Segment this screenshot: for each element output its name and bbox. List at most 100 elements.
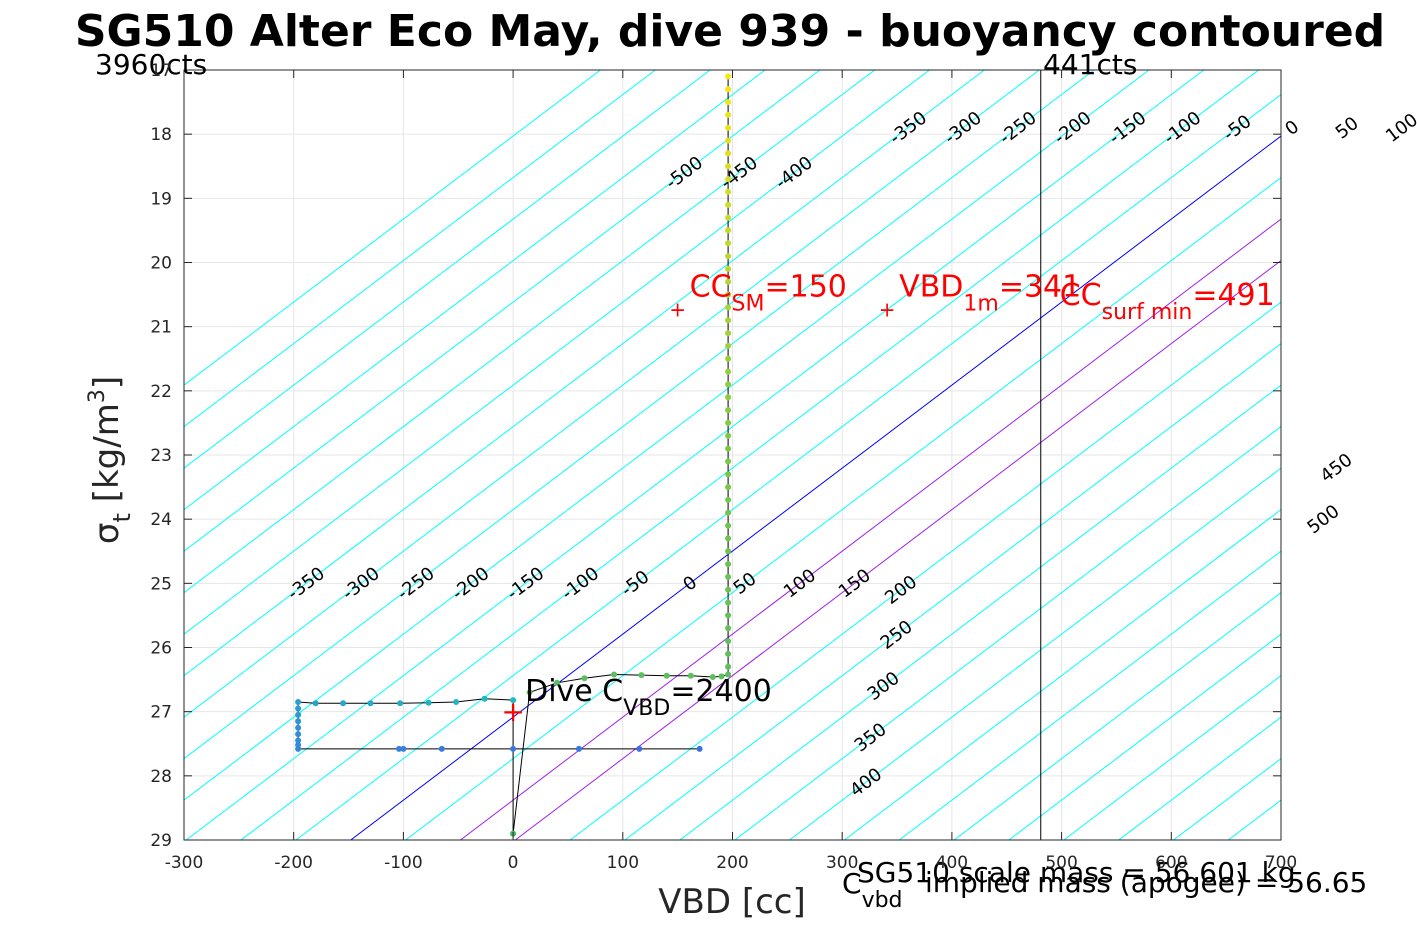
x-tick-label: -100 [384,853,423,873]
dive-point [295,724,302,731]
y-tick-label: 20 [150,254,172,274]
dive-point [696,745,703,752]
buoyancy-contours [184,70,1281,840]
climb-point [725,368,732,375]
dive-point [340,700,347,707]
climb-point [725,278,732,285]
contour-line [679,384,1281,840]
climb-point [725,214,732,221]
contour-line [184,70,711,469]
climb-point [725,342,732,349]
dive-point [295,711,302,718]
footer-cvbd: Cvbd [842,867,903,913]
contour-line [295,93,1281,840]
contour-line [350,135,1281,840]
annotation-label: Dive CVBD=2400 [525,674,772,721]
x-axis-label: VBD [cc] [658,882,806,922]
climb-point [725,663,732,670]
contour-line [184,70,821,552]
dive-point [295,737,302,744]
climb-track [512,76,729,834]
climb-point [725,484,732,491]
annotation-text: CC [1060,278,1102,313]
contour-label: 450 [1316,449,1356,486]
annotation-label: CCSM=150 [690,270,847,317]
climb-point [725,201,732,208]
y-tick-label: 25 [150,574,172,594]
annotation-text: Dive C [525,674,623,709]
contour-line [184,70,601,386]
climb-point [725,419,732,426]
dive-point [575,745,582,752]
contour-line [240,70,1259,840]
climb-point [725,535,732,542]
climb-point [725,445,732,452]
dive-point [438,745,445,752]
contour-line [405,176,1281,840]
x-tick-label: 500 [1045,853,1077,873]
climb-point [725,381,732,388]
climb-point [526,689,533,696]
climb-point [725,163,732,170]
climb-point [725,586,732,593]
contour-line [789,467,1281,840]
contour-line [953,592,1281,840]
y-tick-label: 21 [150,318,172,338]
climb-point [725,612,732,619]
climb-point [725,522,732,529]
y-label-unit: [kg/m [87,403,127,502]
climb-point [725,265,732,272]
contour-line [844,508,1281,840]
climb-point [725,150,732,157]
climb-point [725,625,732,632]
contour-line [185,70,1205,840]
dive-point [400,745,407,752]
dive-point [295,705,302,712]
climb-point [725,240,732,247]
annotation-marker: + [669,298,686,322]
annotation-marker: + [879,298,896,322]
climb-point [725,407,732,414]
annotation-sub: SM [732,292,765,317]
contour-line [898,550,1281,840]
climb-point [725,599,732,606]
climb-point [687,672,694,679]
y-label-sigma: σ [87,523,127,545]
climb-point [725,137,732,144]
contour-label: 500 [1304,501,1344,538]
climb-point [663,672,670,679]
dive-point [510,697,517,704]
contour-line [184,70,656,428]
climb-point [725,304,732,311]
annotation-marker: + [501,695,524,728]
contour-label: 50 [1332,113,1363,144]
annotation-sub: VBD [623,696,670,721]
contour-line [460,218,1281,840]
y-tick-label: 19 [150,189,172,209]
dive-point [295,699,302,705]
y-tick-label: 29 [150,831,172,851]
climb-point [725,458,732,465]
chart-title: SG510 Alter Eco May, dive 939 - buoyancy… [75,6,1385,57]
climb-point [725,330,732,337]
y-tick-label: 24 [150,510,172,530]
climb-point [725,291,732,298]
contour-label: 100 [1382,109,1417,146]
x-tick-label: 600 [1155,853,1187,873]
contour-line [1063,675,1281,840]
climb-point [725,548,732,555]
climb-point [611,671,617,678]
contour-label: 0 [1281,116,1303,140]
y-tick-label: 17 [150,61,172,81]
climb-point [725,176,732,183]
climb-point [725,496,732,503]
tick-marks [183,69,1282,841]
climb-point [709,674,716,680]
climb-point [725,432,732,439]
annotation-label: VBD1m=341 [899,270,1081,317]
dive-point [295,718,302,725]
annotation-value: =2400 [670,674,771,709]
